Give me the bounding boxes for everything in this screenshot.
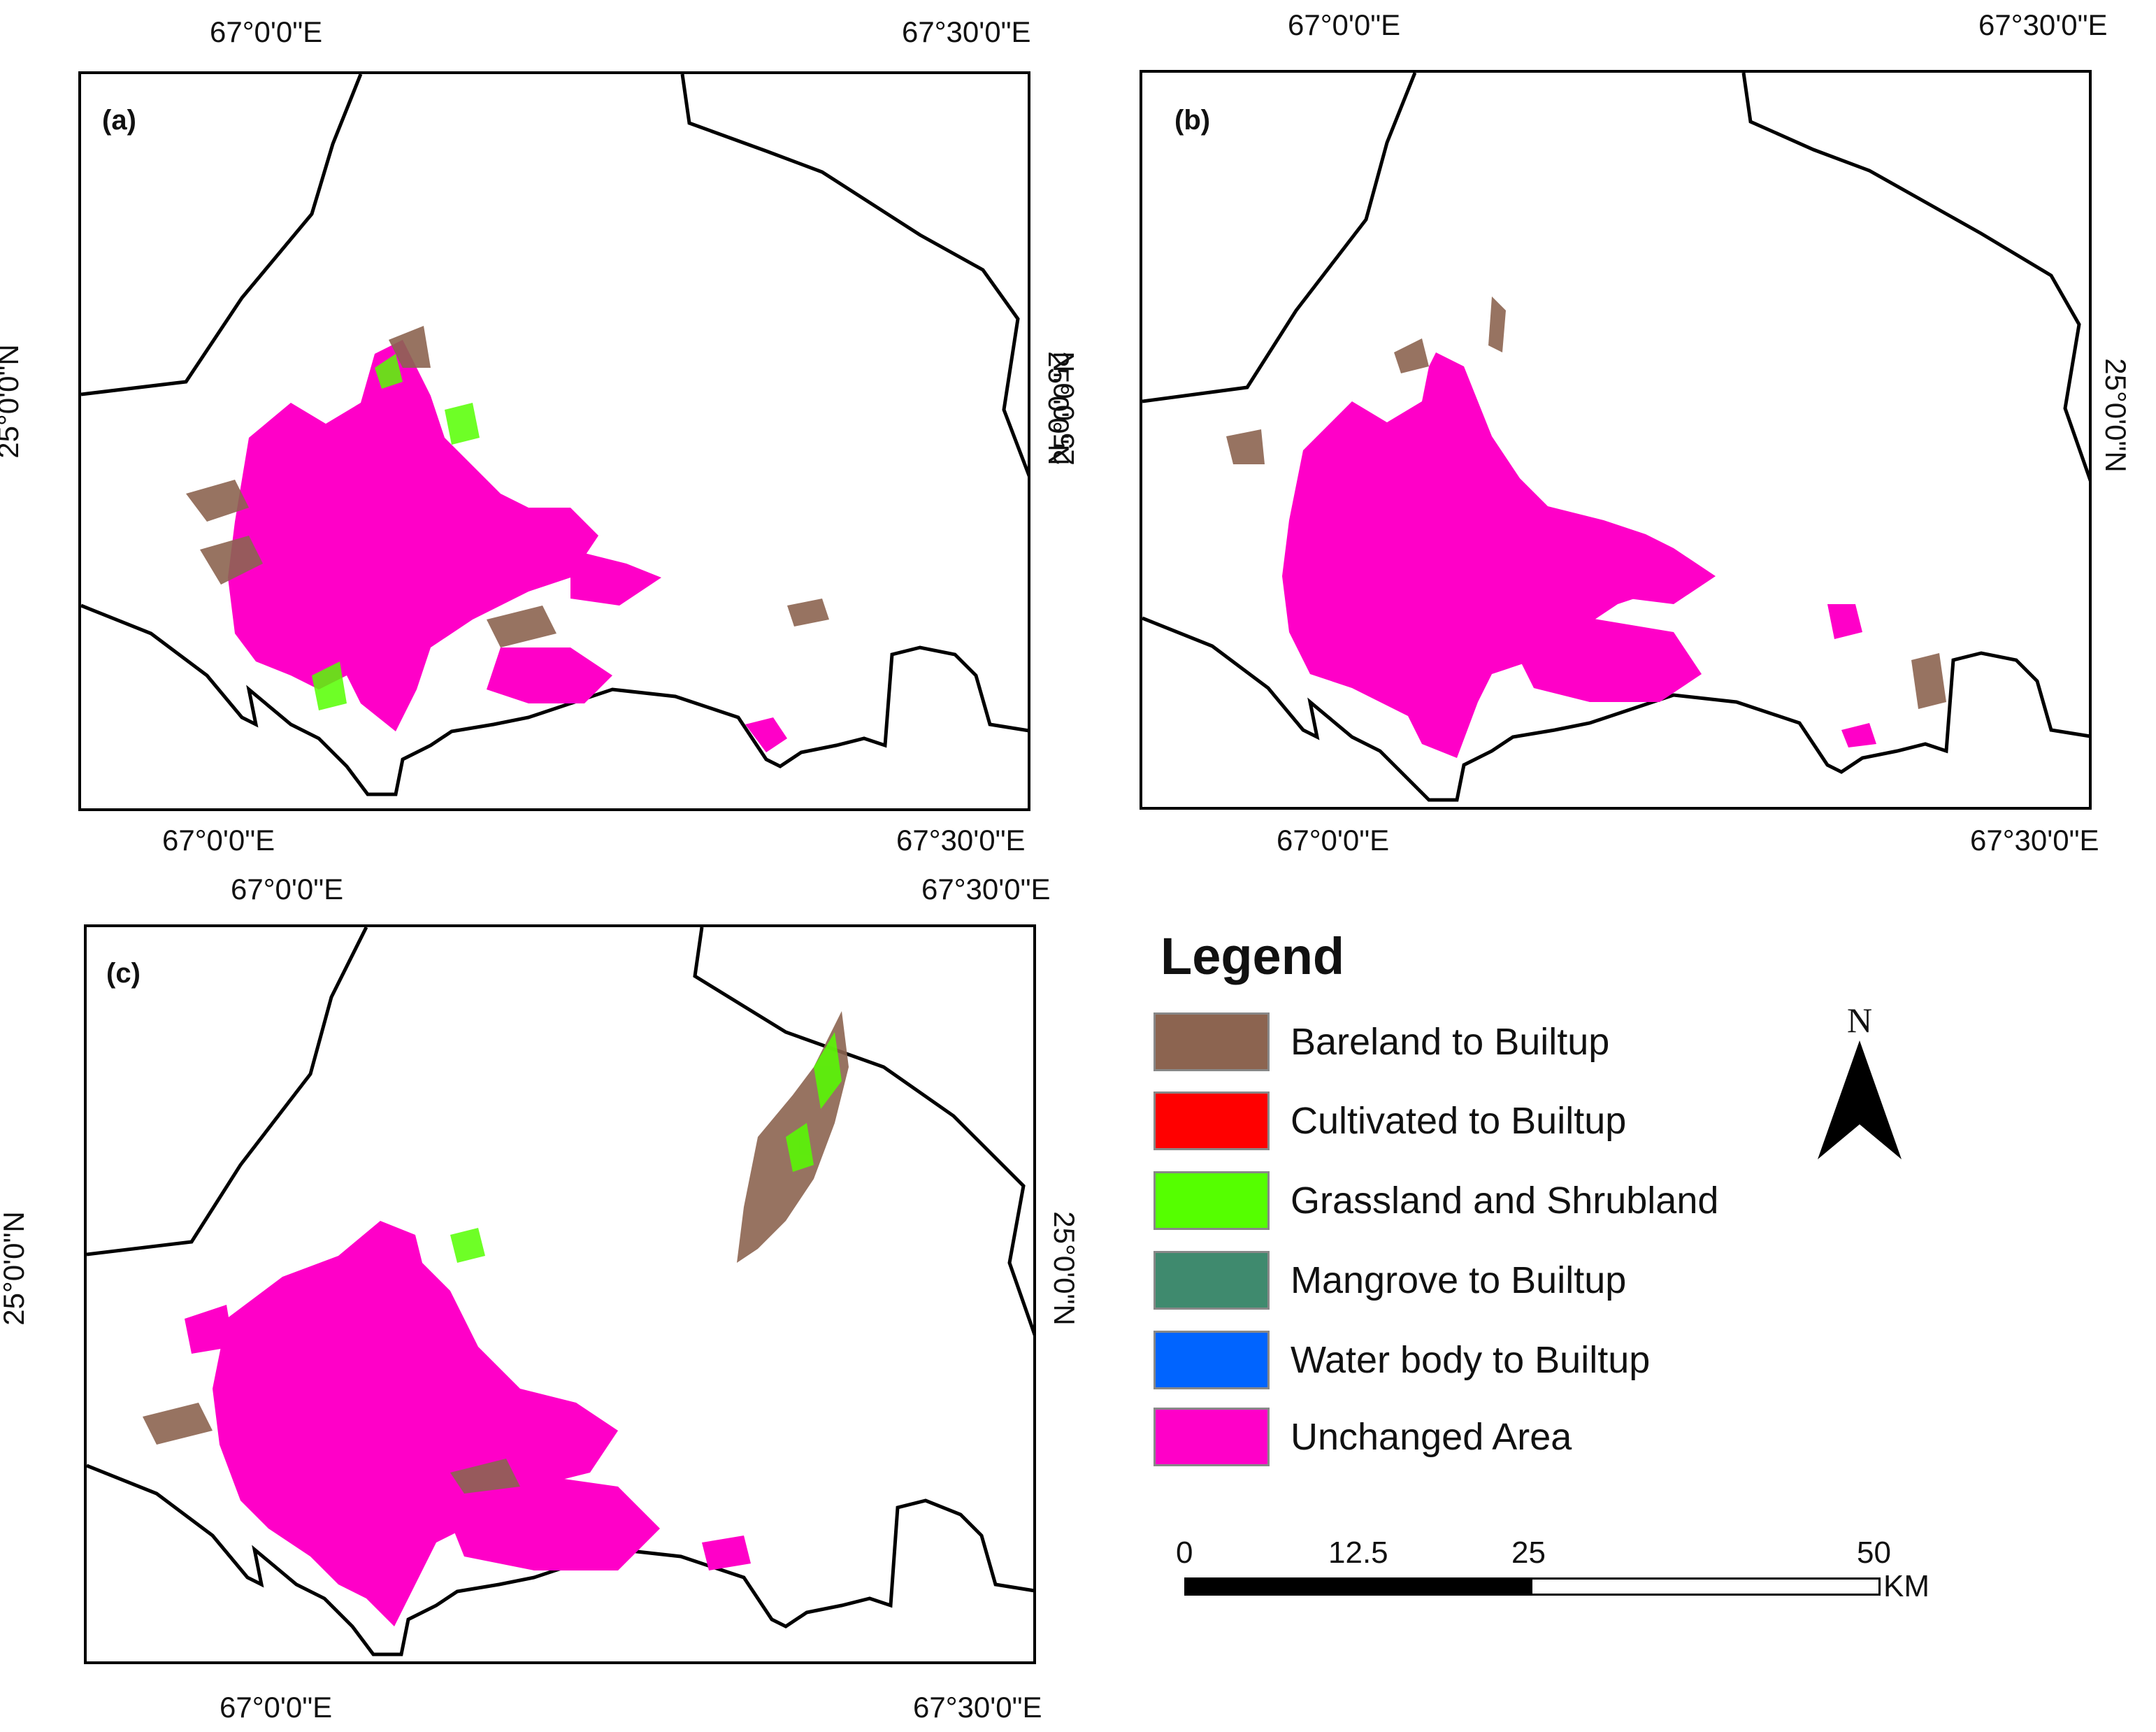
panel-label-c: (c) (106, 958, 141, 989)
left-tick-b: 25°0'0"N (1047, 351, 1080, 466)
bottom-tick-c-1: 67°0'0"E (220, 1691, 333, 1724)
map-c-canvas (87, 927, 1033, 1656)
panel-label-a: (a) (102, 105, 136, 136)
top-tick-a-1: 67°0'0"E (210, 15, 323, 48)
north-arrow: N (1818, 1000, 1902, 1163)
legend-item: Unchanged Area (1154, 1405, 1572, 1468)
legend-label: Unchanged Area (1291, 1416, 1572, 1458)
scale-tick-25: 25 (1511, 1536, 1546, 1570)
scale-tick-12-5: 12.5 (1328, 1536, 1388, 1570)
top-tick-b-1: 67°0'0"E (1288, 8, 1401, 41)
bottom-tick-b-1: 67°0'0"E (1277, 824, 1390, 857)
legend-label: Water body to Builtup (1291, 1339, 1651, 1381)
left-tick-c: 25°0'0"N (0, 1211, 30, 1326)
legend-label: Bareland to Builtup (1291, 1021, 1610, 1063)
unchanged-area (185, 1221, 751, 1626)
legend-label: Cultivated to Builtup (1291, 1100, 1627, 1142)
scale-tick-0: 0 (1176, 1536, 1193, 1570)
legend-item: Cultivated to Builtup (1154, 1089, 1626, 1152)
legend-swatch (1154, 1408, 1270, 1466)
boundary-line (87, 927, 368, 1257)
boundary-line (693, 927, 1033, 1336)
bareland-change (186, 326, 829, 647)
top-tick-a-2: 67°30'0"E (902, 15, 1031, 48)
top-tick-b-2: 67°30'0"E (1978, 8, 2108, 41)
legend-item: Bareland to Builtup (1154, 1010, 1609, 1073)
scale-bar-white-segment (1532, 1580, 1878, 1594)
unchanged-area (228, 340, 787, 752)
bottom-tick-c-2: 67°30'0"E (913, 1691, 1042, 1724)
bottom-tick-a-2: 67°30'0"E (896, 824, 1026, 857)
map-panel-b (1140, 70, 2092, 810)
legend-item: Water body to Builtup (1154, 1329, 1650, 1391)
legend-title: Legend (1160, 927, 1345, 985)
map-panel-c (84, 924, 1036, 1664)
bottom-tick-a-1: 67°0'0"E (162, 824, 275, 857)
unchanged-area (1282, 352, 1876, 758)
bareland-change (1226, 296, 1946, 709)
panel-label-b: (b) (1174, 105, 1211, 136)
right-tick-c: 25°0'0"N (1047, 1211, 1081, 1326)
top-tick-c-1: 67°0'0"E (231, 873, 344, 906)
legend-label: Mangrove to Builtup (1291, 1259, 1627, 1301)
scale-tick-50: 50 (1857, 1536, 1891, 1570)
legend-item: Grassland and Shrubland (1154, 1169, 1718, 1232)
right-tick-b: 25°0'0"N (2099, 358, 2132, 473)
bottom-tick-b-2: 67°30'0"E (1970, 824, 2099, 857)
scale-bar-black-segment (1186, 1580, 1532, 1594)
scale-bar (1184, 1577, 1881, 1596)
coastline (1142, 616, 2089, 802)
boundary-line (1142, 73, 1417, 403)
legend-swatch (1154, 1012, 1270, 1071)
map-b-canvas (1142, 73, 2089, 802)
boundary-line (680, 74, 1028, 478)
legend-swatch (1154, 1092, 1270, 1150)
legend-item: Mangrove to Builtup (1154, 1249, 1626, 1312)
top-tick-c-2: 67°30'0"E (921, 873, 1051, 906)
legend-swatch (1154, 1251, 1270, 1310)
map-panel-a (78, 71, 1030, 811)
legend-swatch (1154, 1171, 1270, 1230)
grassland-change (450, 1032, 842, 1263)
left-tick-a: 25°0'0"N (0, 344, 24, 459)
boundary-line (81, 74, 363, 396)
legend-label: Grassland and Shrubland (1291, 1180, 1719, 1222)
boundary-line (1741, 73, 2089, 482)
scale-unit: KM (1883, 1569, 1929, 1603)
map-a-canvas (81, 74, 1028, 796)
legend-swatch (1154, 1331, 1270, 1389)
grassland-change (312, 354, 480, 710)
north-arrow-icon (1818, 1040, 1902, 1159)
north-label: N (1846, 1001, 1873, 1040)
coastline (81, 603, 1028, 796)
